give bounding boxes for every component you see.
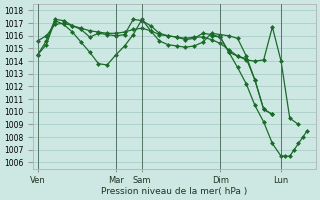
X-axis label: Pression niveau de la mer( hPa ): Pression niveau de la mer( hPa )	[101, 187, 248, 196]
